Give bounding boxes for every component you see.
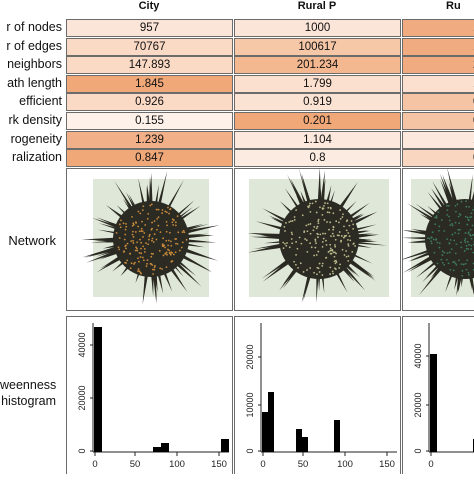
table-cell: 1 [402,131,474,149]
y-tick-label: 20000 [413,392,423,417]
y-tick-label: 40000 [77,332,87,357]
table-cell: 0.201 [234,112,401,130]
spiky-network-icon [81,171,219,304]
table-cell: 0.847 [66,149,233,167]
row-label: neighbors [0,57,62,71]
table-cell: 1 [402,38,474,56]
histogram-bar [296,429,302,452]
table-cell: 100617 [234,38,401,56]
histogram-panel-rural-p: 20000 10000 0 0 50 100 150 [234,316,401,474]
table-cell: 1.239 [66,131,233,149]
x-tick-label: 0 [92,459,97,470]
row-label: ath length [0,76,62,90]
betweenness-histogram-rural-p: 20000 10000 0 0 50 100 150 [235,317,402,475]
x-tick-label: 50 [298,459,309,470]
y-tick-label: 0 [245,448,255,453]
table-cell: 0.155 [66,112,233,130]
table-cell: 0 [402,149,474,167]
table-cell: 1.799 [234,75,401,93]
spiky-network-icon [403,169,474,310]
spiky-network-icon [248,169,388,303]
histogram-bar [262,412,268,452]
y-tick-label: 0 [77,448,87,453]
table-cell: 0 [402,93,474,111]
y-tick-label: 20000 [245,344,255,369]
column-header-city: City [66,0,232,12]
betweenness-histogram-city: 40000 20000 0 0 50 100 150 [67,317,234,475]
histogram-row-label-1: weenness [0,378,56,392]
row-label: efficient [0,94,62,108]
histogram-bar [334,420,340,452]
table-cell: 1.104 [234,131,401,149]
histogram-bar [94,327,102,452]
row-label: rogeneity [0,132,62,146]
row-label: rk density [0,113,62,127]
network-graph-rural-p [235,169,402,312]
row-label: r of nodes [0,20,62,34]
table-cell: 1 [402,19,474,37]
x-tick-label: 50 [130,459,141,470]
table-cell: 0 [402,112,474,130]
x-tick-label: 150 [379,459,395,470]
table-cell: 0.926 [66,93,233,111]
table-cell: 1 [402,75,474,93]
histogram-bar [430,354,437,452]
network-panel-city [66,168,233,311]
table-cell: 1.845 [66,75,233,93]
column-header-ru: Ru [402,0,474,12]
x-tick-label: 100 [337,459,353,470]
histogram-bar [161,443,169,452]
network-graph-city [67,169,234,312]
x-tick-label: 100 [169,459,185,470]
table-cell: 0.919 [234,93,401,111]
histogram-row-label-2: histogram [0,394,56,408]
histogram-bar [268,392,274,452]
table-cell: 1000 [234,19,401,37]
row-label: ralization [0,150,62,164]
network-row-label: Network [0,233,56,248]
y-tick-label: 10000 [245,392,255,417]
network-graph-ru [403,169,474,312]
table-cell: 147.893 [66,56,233,74]
histogram-bar [221,439,229,452]
network-panel-rural-p [234,168,401,311]
network-panel-ru [402,168,474,311]
x-tick-label: 150 [211,459,227,470]
table-cell: 70767 [66,38,233,56]
y-tick-label: 40000 [413,343,423,368]
histogram-panel-ru: 40000 20000 0 0 [402,316,474,474]
x-tick-label: 0 [260,459,265,470]
row-label: r of edges [0,39,62,53]
table-cell: 0.8 [234,149,401,167]
table-cell: 22 [402,56,474,74]
y-tick-label: 0 [413,448,423,453]
histogram-bar [302,437,308,452]
x-tick-label: 0 [428,459,433,470]
table-cell: 957 [66,19,233,37]
column-header-rural-p: Rural P [234,0,400,12]
histogram-panel-city: 40000 20000 0 0 50 100 150 [66,316,233,474]
betweenness-histogram-ru: 40000 20000 0 0 [403,317,474,475]
histogram-bar [153,447,161,452]
y-tick-label: 20000 [77,385,87,410]
table-cell: 201.234 [234,56,401,74]
